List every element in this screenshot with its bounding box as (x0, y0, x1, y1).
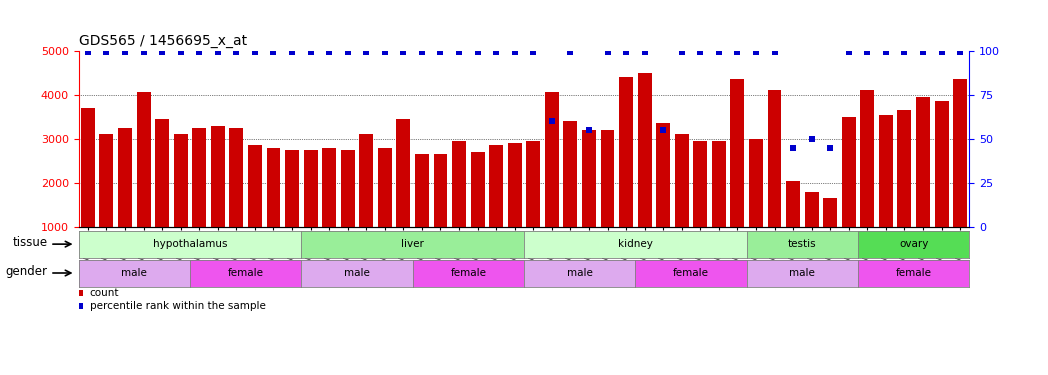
Bar (100, 134, 113, 227)
Text: male: male (122, 268, 147, 278)
Bar (266, 148, 281, 227)
Bar (136, 93, 151, 227)
Text: male: male (567, 268, 592, 278)
Bar (174, 134, 188, 227)
Bar (860, 90, 874, 227)
Text: percentile rank within the sample: percentile rank within the sample (89, 301, 265, 311)
Bar (749, 139, 763, 227)
Bar (805, 192, 818, 227)
Bar (508, 143, 522, 227)
Text: count: count (89, 288, 119, 298)
Bar (582, 130, 596, 227)
Text: testis: testis (788, 239, 816, 249)
Text: gender: gender (5, 265, 48, 278)
Bar (452, 141, 466, 227)
Text: kidney: kidney (618, 239, 653, 249)
Bar (954, 79, 967, 227)
Bar (712, 141, 726, 227)
Bar (545, 93, 559, 227)
Bar (471, 152, 484, 227)
Bar (396, 119, 411, 227)
Bar (786, 181, 800, 227)
Bar (489, 146, 503, 227)
Bar (230, 128, 243, 227)
Text: female: female (451, 268, 486, 278)
Bar (359, 134, 373, 227)
Bar (526, 141, 540, 227)
Bar (192, 128, 206, 227)
Bar (879, 114, 893, 227)
Text: liver: liver (401, 239, 424, 249)
Bar (211, 126, 224, 227)
Bar (248, 146, 262, 227)
Bar (842, 117, 856, 227)
Bar (304, 150, 318, 227)
Bar (415, 154, 429, 227)
Text: male: male (789, 268, 815, 278)
Bar (767, 90, 782, 227)
Bar (564, 121, 577, 227)
Text: tissue: tissue (13, 236, 48, 249)
Bar (730, 79, 744, 227)
Text: female: female (673, 268, 709, 278)
Bar (341, 150, 354, 227)
Bar (694, 141, 707, 227)
Text: GDS565 / 1456695_x_at: GDS565 / 1456695_x_at (79, 34, 246, 48)
Bar (619, 77, 633, 227)
Bar (155, 119, 169, 227)
Bar (378, 148, 392, 227)
Bar (897, 110, 912, 227)
Bar (935, 101, 948, 227)
Bar (637, 73, 652, 227)
Bar (118, 128, 132, 227)
Bar (916, 97, 930, 227)
Bar (81, 108, 94, 227)
Bar (656, 123, 670, 227)
Bar (434, 154, 447, 227)
Text: ovary: ovary (899, 239, 929, 249)
Bar (601, 130, 614, 227)
Bar (285, 150, 299, 227)
Bar (824, 198, 837, 227)
Text: male: male (344, 268, 370, 278)
Text: hypothalamus: hypothalamus (153, 239, 227, 249)
Bar (322, 148, 336, 227)
Text: female: female (227, 268, 264, 278)
Text: female: female (896, 268, 932, 278)
Bar (675, 134, 689, 227)
